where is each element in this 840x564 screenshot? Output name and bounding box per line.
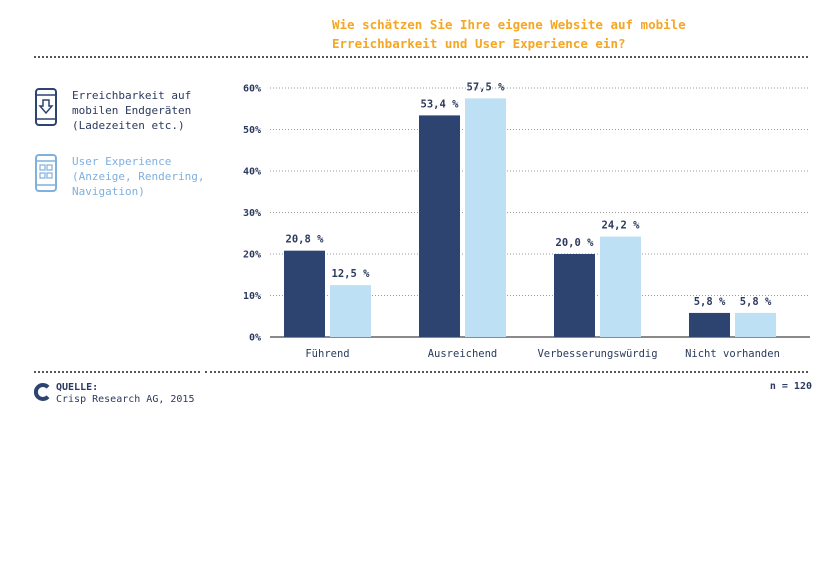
- chart-title-line-2: Erreichbarkeit und User Experience ein?: [332, 36, 626, 51]
- x-axis-ticks: Führend Ausreichend Verbesserungswürdig Nic…: [305, 348, 780, 360]
- y-tick-label: 10%: [243, 291, 261, 302]
- bar: [689, 312, 730, 337]
- data-label: 57,5 %: [467, 81, 506, 93]
- bar: [465, 98, 506, 337]
- data-label: 20,0 %: [556, 237, 595, 249]
- bottom-divider-left: [34, 371, 200, 373]
- phone-grid-icon: [35, 154, 57, 192]
- data-label: 20,8 %: [286, 234, 325, 246]
- data-label: 12,5 %: [332, 268, 371, 280]
- x-tick-label: Nicht vorhanden: [685, 348, 780, 360]
- y-tick-label: 40%: [243, 167, 261, 178]
- bar: [330, 285, 371, 337]
- chart-bars: 20,8 % 12,5 % 53,4 % 57,5 % 20,0 % 24,2 % 5,8 …: [284, 81, 776, 337]
- y-tick-label: 20%: [243, 250, 261, 261]
- data-label: 53,4 %: [421, 98, 460, 110]
- legend-label-user-experience: User Experience (Anzeige, Rendering, Nav…: [72, 155, 205, 198]
- x-tick-label: Verbesserungswürdig: [537, 348, 657, 360]
- y-tick-label: 30%: [243, 208, 261, 219]
- crisp-logo-icon: [34, 383, 50, 401]
- y-tick-label: 0%: [249, 333, 261, 344]
- bar: [735, 312, 776, 337]
- x-tick-label: Ausreichend: [428, 348, 498, 360]
- chart-title: Wie schätzen Sie Ihre eigene Website auf…: [332, 15, 792, 53]
- phone-download-icon: [35, 88, 57, 126]
- x-tick-label: Führend: [305, 348, 349, 360]
- bar: [600, 236, 641, 337]
- y-tick-label: 50%: [243, 125, 261, 136]
- bottom-divider-right: [205, 371, 808, 373]
- source-text: Crisp Research AG, 2015: [56, 394, 195, 405]
- top-divider: [34, 56, 808, 58]
- bar: [554, 254, 595, 337]
- data-label: 5,8 %: [740, 296, 772, 308]
- data-label: 24,2 %: [602, 220, 641, 232]
- y-tick-label: 60%: [243, 84, 261, 95]
- chart-title-line-1: Wie schätzen Sie Ihre eigene Website auf…: [332, 17, 686, 32]
- bar: [284, 250, 325, 337]
- y-axis-ticks: 0% 10% 20% 30% 40% 50% 60%: [243, 84, 261, 344]
- chart-grid: [270, 87, 810, 338]
- data-label: 5,8 %: [694, 296, 726, 308]
- source-label: QUELLE:: [56, 382, 99, 393]
- sample-size: n = 120: [769, 381, 812, 392]
- bar-chart: 0% 10% 20% 30% 40% 50% 60% 20,8 % 12,5 % 53,4 % 5…: [243, 81, 810, 360]
- bar: [419, 115, 460, 337]
- legend-label-reachability: Erreichbarkeit auf mobilen Endgeräten (L…: [72, 89, 192, 132]
